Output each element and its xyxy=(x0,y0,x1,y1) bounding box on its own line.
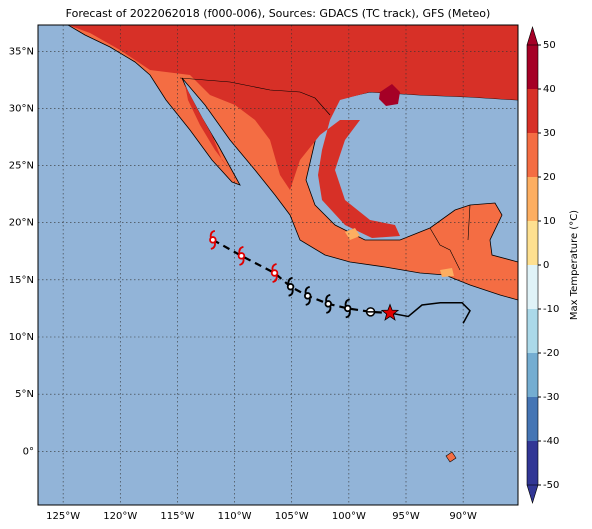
island xyxy=(445,451,457,463)
colorbar-tick-label: 30 xyxy=(543,128,556,139)
y-tick-label: 15°N xyxy=(9,275,34,286)
storm-core xyxy=(209,236,217,244)
colorbar-tick-label: 20 xyxy=(543,172,556,183)
storm-symbol xyxy=(304,285,312,306)
colorbar-tick-label: -50 xyxy=(543,480,559,491)
colorbar-bin xyxy=(527,441,538,485)
y-tick-label: 0° xyxy=(23,446,34,457)
y-tick-label: 25°N xyxy=(9,161,34,172)
storm-arm xyxy=(326,305,332,314)
storm-core xyxy=(237,252,246,260)
storm-arm xyxy=(210,241,216,250)
storm-core xyxy=(286,283,295,291)
x-tick-label: 105°W xyxy=(275,511,309,522)
storm-arm xyxy=(325,293,331,303)
past-track xyxy=(389,301,471,324)
current-position xyxy=(380,303,400,321)
colorbar-bin xyxy=(527,265,538,309)
colorbar-tick-label: -20 xyxy=(543,348,559,359)
storm-symbol xyxy=(286,276,295,297)
colorbar: -50 -40 -30 -20 -10 0 10 20 30 40 50 xyxy=(526,25,559,505)
storm-arm xyxy=(239,257,245,266)
storm-arm xyxy=(238,245,244,255)
colorbar-bin xyxy=(527,45,538,89)
storm-arm xyxy=(287,276,293,285)
y-tick-label: 20°N xyxy=(9,218,34,229)
y-tick-label: 10°N xyxy=(9,332,34,343)
storm-core xyxy=(304,292,312,300)
storm-symbol xyxy=(365,307,376,317)
grid: 125°W 120°W 115°W 110°W 105°W 100°W 95°W 90°W 0°… xyxy=(9,25,518,522)
x-tick-label: 125°W xyxy=(46,511,80,522)
storm-arm xyxy=(345,310,351,319)
colorbar-tick-label: 10 xyxy=(543,216,556,227)
colorbar-bin xyxy=(527,89,538,133)
x-tick-label: 100°W xyxy=(332,511,366,522)
storm-core xyxy=(270,269,279,277)
x-tick-label: 110°W xyxy=(218,511,252,522)
x-tick-label: 115°W xyxy=(160,511,194,522)
storm-symbol xyxy=(209,229,217,250)
tracks xyxy=(209,229,471,324)
colorbar-label: Max Temperature (°C) xyxy=(569,210,580,320)
y-tick-label: 30°N xyxy=(9,103,34,114)
colorbar-tick-label: -30 xyxy=(543,392,559,403)
colorbar-extend xyxy=(526,484,539,505)
colorbar-tick-label: -10 xyxy=(543,304,559,315)
storm-symbol xyxy=(324,293,332,314)
map-frame xyxy=(37,24,519,506)
storm-arm xyxy=(344,298,350,307)
storm-symbol xyxy=(237,245,246,266)
colorbar-bin xyxy=(527,309,538,353)
colorbar-bin xyxy=(527,221,538,265)
x-tick-label: 90°W xyxy=(449,511,477,522)
border xyxy=(179,77,471,271)
storm-arm xyxy=(288,288,294,297)
y-tick-label: 35°N xyxy=(9,46,34,57)
colorbar-bin xyxy=(527,353,538,397)
colorbar-bin xyxy=(527,177,538,221)
storm-arm xyxy=(272,274,278,283)
cool-region xyxy=(345,228,454,277)
x-tick-label: 95°W xyxy=(392,511,420,522)
colorbar-bin xyxy=(527,397,538,441)
storm-arm xyxy=(271,263,277,272)
hottest-region xyxy=(379,84,400,106)
storm-arm xyxy=(305,297,311,306)
colorbar-tick-label: 40 xyxy=(543,84,556,95)
storm-core xyxy=(324,300,332,308)
y-tick-label: 5°N xyxy=(15,389,34,400)
map-title: Forecast of 2022062018 (f000-006), Sourc… xyxy=(66,7,491,20)
hot-region xyxy=(185,85,230,170)
colorbar-tick-label: 0 xyxy=(543,260,549,271)
storm-symbol xyxy=(344,298,352,319)
colorbar-tick-label: 50 xyxy=(543,40,556,51)
x-tick-label: 120°W xyxy=(103,511,137,522)
colorbar-bin xyxy=(527,133,538,177)
storm-arm xyxy=(209,229,216,239)
colorbar-extend xyxy=(526,25,539,46)
storm-arm xyxy=(304,285,310,295)
hot-region xyxy=(68,25,518,238)
land xyxy=(67,25,518,463)
storm-core xyxy=(344,304,352,313)
colorbar-tick-label: -40 xyxy=(543,436,559,447)
storm-symbol xyxy=(270,263,279,283)
